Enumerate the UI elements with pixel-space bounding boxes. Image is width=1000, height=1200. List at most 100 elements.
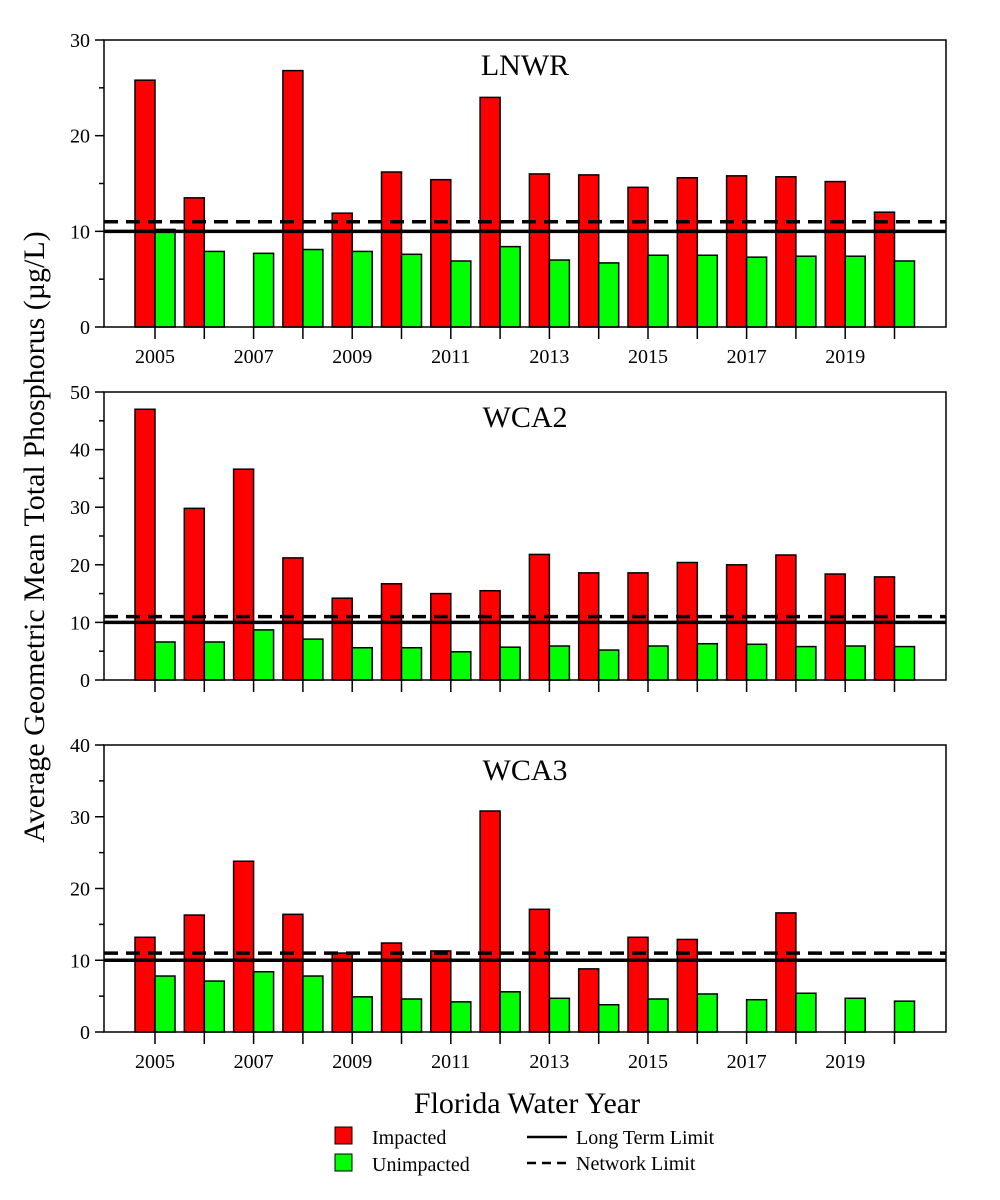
bar-impacted-2006 bbox=[183, 914, 206, 1033]
bar-unimpacted-2005 bbox=[154, 228, 176, 328]
panel-title: WCA2 bbox=[483, 401, 568, 434]
panel-wca2: 0 10 20 30 40 50 WCA2 bbox=[70, 382, 947, 692]
panel-lnwr: 0 10 20 30 2005 2007 2009 2011 2013 2015 2017 2019 L… bbox=[70, 30, 947, 368]
bar-impacted-2010 bbox=[380, 583, 403, 681]
plot-frame bbox=[103, 391, 947, 681]
bar-unimpacted-2015 bbox=[647, 254, 669, 328]
x-tick-label: 2005 bbox=[135, 346, 175, 368]
legend-label-network: Network Limit bbox=[576, 1153, 696, 1175]
y-tick-label: 20 bbox=[70, 879, 90, 901]
x-tick-label: 2009 bbox=[332, 346, 372, 368]
bar-impacted-2007 bbox=[232, 860, 255, 1033]
x-tick-label: 2009 bbox=[332, 1051, 372, 1073]
bar-impacted-2017 bbox=[725, 175, 748, 328]
x-tick-label: 2007 bbox=[234, 1051, 274, 1073]
x-tick-label: 2019 bbox=[825, 1051, 865, 1073]
x-tick-label: 2013 bbox=[529, 346, 569, 368]
x-tick-label: 2011 bbox=[431, 1051, 470, 1073]
y-tick-label: 10 bbox=[70, 221, 90, 243]
bar-unimpacted-2012 bbox=[499, 245, 521, 328]
bar-impacted-2013 bbox=[528, 908, 551, 1033]
bar-impacted-2009 bbox=[331, 952, 353, 1033]
bar-unimpacted-2005 bbox=[154, 975, 176, 1033]
bar-impacted-2014 bbox=[577, 174, 600, 328]
bar-unimpacted-2017 bbox=[745, 256, 768, 328]
y-tick-label: 50 bbox=[70, 382, 90, 404]
bar-unimpacted-2019 bbox=[844, 997, 866, 1033]
bar-unimpacted-2012 bbox=[499, 991, 521, 1033]
bar-unimpacted-2014 bbox=[597, 649, 620, 681]
plot-frame bbox=[103, 39, 947, 328]
bar-unimpacted-2010 bbox=[400, 998, 423, 1033]
bar-unimpacted-2007 bbox=[252, 252, 275, 328]
chart-panels: 0 10 20 30 2005 2007 2009 2011 2013 2015 2017 2019 L… bbox=[70, 30, 947, 1073]
y-tick-label: 0 bbox=[80, 1022, 90, 1044]
bar-unimpacted-2008 bbox=[302, 638, 324, 681]
legend-label-long-term: Long Term Limit bbox=[576, 1127, 715, 1149]
panel-title: LNWR bbox=[481, 49, 569, 82]
bar-unimpacted-2010 bbox=[400, 646, 423, 681]
y-tick-label: 40 bbox=[70, 735, 90, 757]
x-axis-label: Florida Water Year bbox=[414, 1087, 640, 1120]
panel-title: WCA3 bbox=[483, 754, 568, 787]
bar-unimpacted-2006 bbox=[203, 250, 226, 328]
bar-impacted-2006 bbox=[183, 507, 206, 681]
x-tick-label: 2019 bbox=[825, 346, 865, 368]
bar-unimpacted-2020 bbox=[893, 260, 916, 328]
x-tick-label: 2015 bbox=[628, 1051, 668, 1073]
bar-unimpacted-2013 bbox=[548, 997, 571, 1033]
bar-unimpacted-2013 bbox=[548, 259, 571, 328]
y-tick-label: 30 bbox=[70, 497, 90, 519]
bar-impacted-2018 bbox=[775, 912, 797, 1033]
bar-unimpacted-2018 bbox=[795, 255, 817, 328]
bar-unimpacted-2018 bbox=[795, 992, 817, 1033]
y-axis-label: Average Geometric Mean Total Phosphorus … bbox=[18, 231, 51, 842]
bar-impacted-2015 bbox=[627, 572, 649, 681]
legend-label-unimpacted: Unimpacted bbox=[372, 1154, 470, 1176]
bar-unimpacted-2005 bbox=[154, 641, 176, 681]
bar-unimpacted-2017 bbox=[745, 998, 768, 1033]
bar-impacted-2015 bbox=[627, 186, 649, 328]
bar-impacted-2014 bbox=[577, 572, 600, 681]
bar-impacted-2011 bbox=[430, 950, 452, 1033]
x-tick-label: 2017 bbox=[727, 1051, 767, 1073]
y-tick-label: 30 bbox=[70, 30, 90, 52]
bar-unimpacted-2020 bbox=[893, 645, 916, 681]
bar-impacted-2008 bbox=[282, 913, 304, 1033]
x-tick-label: 2011 bbox=[431, 346, 470, 368]
bar-unimpacted-2009 bbox=[351, 250, 373, 328]
y-tick-label: 40 bbox=[70, 440, 90, 462]
bar-impacted-2012 bbox=[479, 96, 501, 328]
bar-impacted-2009 bbox=[331, 597, 353, 681]
bar-unimpacted-2008 bbox=[302, 975, 324, 1033]
bar-unimpacted-2014 bbox=[597, 1003, 620, 1033]
bar-impacted-2012 bbox=[479, 589, 501, 681]
x-tick-label: 2015 bbox=[628, 346, 668, 368]
x-tick-label: 2013 bbox=[529, 1051, 569, 1073]
y-tick-label: 30 bbox=[70, 807, 90, 829]
legend: Impacted Unimpacted Long Term Limit Netw… bbox=[334, 1126, 715, 1176]
panel-wca3: 0 10 20 30 40 2005 2007 2009 2011 2013 2015 2017 201… bbox=[70, 735, 947, 1073]
bar-unimpacted-2007 bbox=[252, 970, 275, 1033]
legend-swatch-unimpacted bbox=[334, 1153, 353, 1172]
bar-impacted-2016 bbox=[676, 177, 699, 328]
bar-impacted-2020 bbox=[873, 576, 896, 681]
bar-impacted-2010 bbox=[380, 171, 403, 328]
bar-impacted-2006 bbox=[183, 197, 206, 328]
bar-unimpacted-2006 bbox=[203, 641, 226, 681]
plot-frame bbox=[103, 744, 947, 1033]
y-tick-label: 0 bbox=[80, 670, 90, 692]
bar-impacted-2011 bbox=[430, 178, 452, 328]
bar-unimpacted-2011 bbox=[450, 260, 472, 328]
bar-unimpacted-2014 bbox=[597, 262, 620, 328]
y-tick-label: 10 bbox=[70, 612, 90, 634]
bar-unimpacted-2016 bbox=[696, 993, 719, 1033]
bar-impacted-2005 bbox=[134, 408, 156, 681]
bar-impacted-2010 bbox=[380, 942, 403, 1033]
bar-unimpacted-2016 bbox=[696, 254, 719, 328]
legend-label-impacted: Impacted bbox=[372, 1127, 446, 1149]
bar-unimpacted-2012 bbox=[499, 646, 521, 681]
bar-unimpacted-2011 bbox=[450, 1001, 472, 1033]
bar-impacted-2020 bbox=[873, 211, 896, 328]
